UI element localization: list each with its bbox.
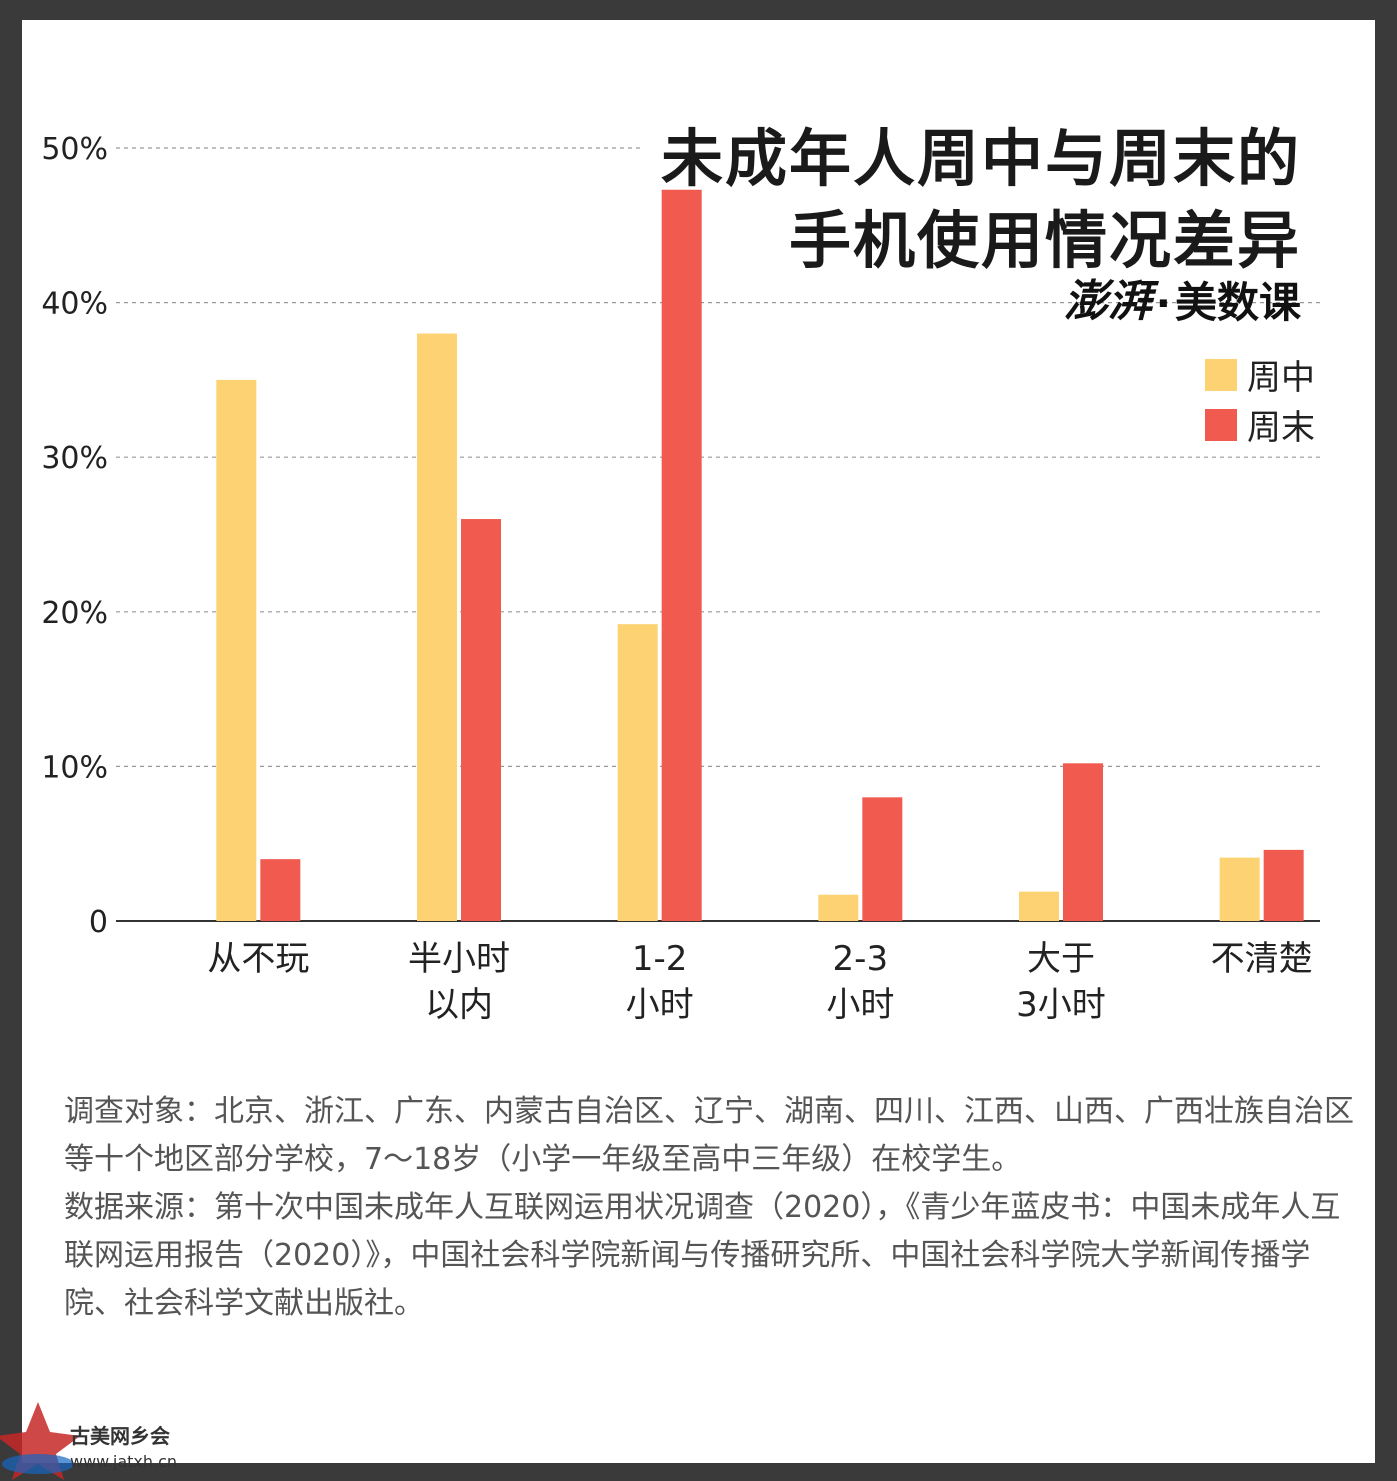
x-tick-label: 3小时 (1016, 985, 1106, 1025)
bar-weekday (818, 894, 859, 921)
chart-title-line-2: 手机使用情况差异 (788, 204, 1301, 277)
legend-swatch-weekday (1205, 358, 1237, 391)
y-tick-label: 50% (41, 132, 108, 167)
watermark-emblem-icon (0, 1402, 80, 1480)
legend-item-weekend: 周末 (1205, 400, 1315, 449)
x-tick-label: 以内 (425, 985, 493, 1025)
bar-weekday (1219, 857, 1260, 921)
source-note-paragraph: 数据来源：第十次中国未成年人互联网运用状况调查（2020），《青少年蓝皮书：中国… (64, 1190, 1341, 1321)
x-tick-label: 大于 (1027, 939, 1095, 979)
bar-weekend (661, 189, 702, 921)
legend-item-weekday: 周中 (1205, 350, 1315, 399)
bar-weekday (617, 624, 658, 921)
y-tick-label: 10% (41, 750, 108, 785)
x-tick-label: 小时 (826, 985, 894, 1025)
bar-weekend (461, 519, 501, 921)
brand-logo: 澎湃 · 美数课 (1063, 276, 1301, 327)
chart-title-line-1: 未成年人周中与周末的 (660, 122, 1301, 195)
thepaper-logo: 澎湃 (1063, 276, 1152, 327)
bar-weekend (1063, 763, 1103, 921)
y-tick-label: 20% (41, 596, 108, 631)
x-tick-label: 1-2 (632, 939, 688, 979)
source-note: 调查对象：北京、浙江、广东、内蒙古自治区、辽宁、湖南、四川、江西、山西、广西壮族… (64, 1088, 1354, 1328)
y-tick-label: 0 (89, 905, 108, 940)
bar-weekday (216, 379, 257, 921)
bar-weekday (417, 333, 457, 921)
watermark-url: www.jatxh.cn (70, 1452, 178, 1471)
legend-swatch-weekend (1205, 408, 1237, 441)
y-tick-label: 30% (41, 441, 108, 476)
x-tick-label: 2-3 (833, 939, 889, 979)
brand-separator: · (1155, 281, 1171, 327)
x-tick-label: 半小时 (408, 939, 510, 979)
bar-weekend (1263, 849, 1304, 921)
x-tick-label: 不清楚 (1211, 939, 1313, 979)
bar-weekend (260, 859, 301, 921)
x-tick-label: 小时 (626, 985, 694, 1025)
legend-label-weekend: 周末 (1247, 408, 1315, 448)
x-tick-label: 从不玩 (207, 939, 309, 979)
chart-card: 0 10% 20% 30% 40% 50% 从不玩 半小时以内 1-2 小时 2-3 小时 大于 3小时 不… (22, 20, 1375, 1463)
brand-name: 美数课 (1174, 278, 1301, 327)
legend-label-weekday: 周中 (1247, 358, 1315, 398)
bar-weekday (1019, 891, 1059, 921)
y-tick-label: 40% (41, 287, 108, 322)
watermark-text: 古美网乡会 (70, 1424, 170, 1448)
bar-weekend (862, 797, 903, 921)
source-note-paragraph: 调查对象：北京、浙江、广东、内蒙古自治区、辽宁、湖南、四川、江西、山西、广西壮族… (64, 1094, 1354, 1177)
